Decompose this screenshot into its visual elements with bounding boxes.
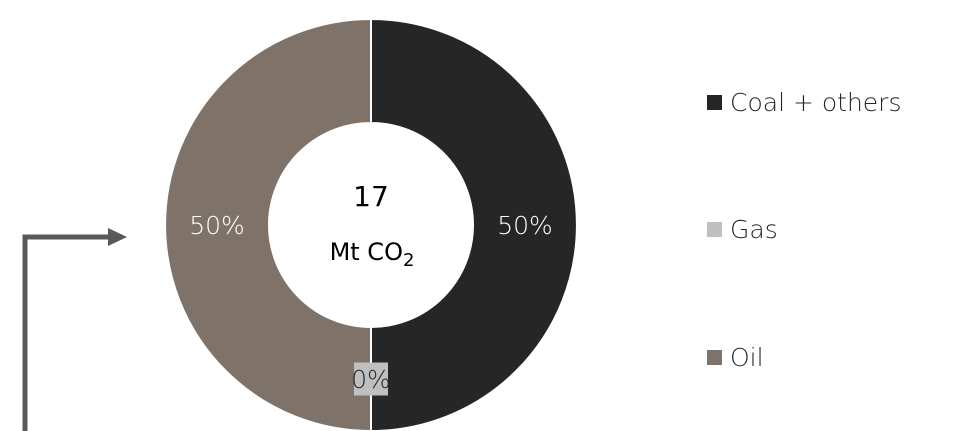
center-value: 17 [353, 180, 389, 213]
arrow-head [108, 228, 127, 246]
legend-item-oil: Oil [707, 343, 764, 372]
slice-label-oil: 50% [189, 211, 245, 240]
legend-item-gas: Gas [707, 215, 778, 244]
legend-label-coal: Coal + others [730, 88, 902, 117]
donut-slices [164, 17, 578, 431]
slice-label-bg-gas [354, 362, 388, 396]
legend-label-oil: Oil [730, 343, 764, 372]
legend-swatch-oil [707, 350, 722, 365]
pointer-arrow [22, 228, 127, 431]
legend-label-gas: Gas [730, 215, 778, 244]
slice-label-coal: 50% [497, 211, 553, 240]
legend-swatch-coal [707, 95, 722, 110]
slice-coal [370, 17, 578, 431]
center-unit-subscript: 2 [403, 250, 414, 271]
legend-swatch-gas [707, 222, 722, 237]
arrow-line [22, 234, 110, 431]
slice-labels: 50% 0% 50% [189, 211, 553, 396]
center-unit: Mt CO2 [330, 238, 415, 271]
slice-label-gas: 0% [351, 365, 391, 394]
center-unit-text: Mt CO [330, 238, 403, 266]
legend-item-coal: Coal + others [707, 88, 901, 117]
slice-oil [164, 17, 372, 431]
